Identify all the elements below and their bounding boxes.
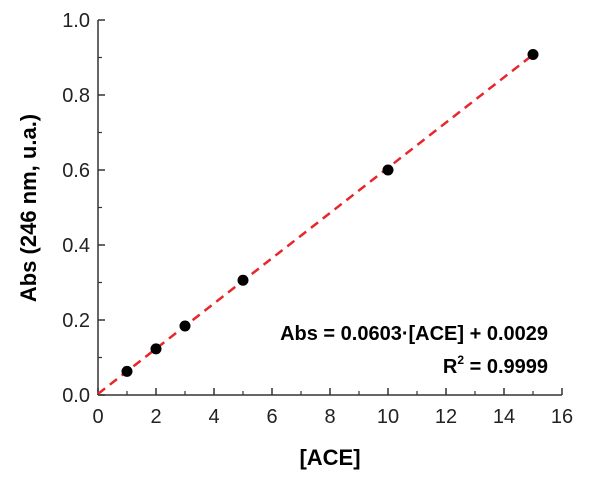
x-tick-label: 10 (377, 406, 399, 428)
x-tick-label: 14 (493, 406, 515, 428)
y-tick-label: 0.6 (62, 160, 90, 182)
y-axis-label: Abs (246 nm, u.a.) (16, 114, 41, 302)
x-tick-label: 6 (266, 406, 277, 428)
fit-line (97, 53, 534, 395)
data-point (527, 49, 539, 60)
r2-prefix: R (443, 356, 458, 378)
x-tick-label: 8 (324, 406, 335, 428)
data-point (150, 343, 162, 355)
y-tick-label: 0.4 (62, 235, 90, 257)
y-tick-label: 0.2 (62, 310, 90, 332)
x-tick-label: 2 (150, 406, 161, 428)
x-tick-label: 4 (208, 406, 219, 428)
y-tick-label: 0.0 (62, 385, 90, 407)
y-tick-label: 1.0 (62, 10, 90, 32)
x-tick-label: 0 (92, 406, 103, 428)
r2-sup: 2 (457, 353, 464, 367)
r-squared: R2 = 0.9999 (443, 353, 548, 378)
x-axis-label: [ACE] (299, 445, 360, 470)
data-point (382, 164, 394, 176)
data-point (121, 365, 133, 377)
data-point (179, 320, 191, 332)
fit-equation: Abs = 0.0603·[ACE] + 0.0029 (280, 323, 548, 345)
data-point (237, 274, 249, 286)
r2-value: = 0.9999 (464, 356, 548, 378)
x-tick-label: 12 (435, 406, 457, 428)
y-tick-label: 0.8 (62, 85, 90, 107)
x-tick-label: 16 (551, 406, 573, 428)
